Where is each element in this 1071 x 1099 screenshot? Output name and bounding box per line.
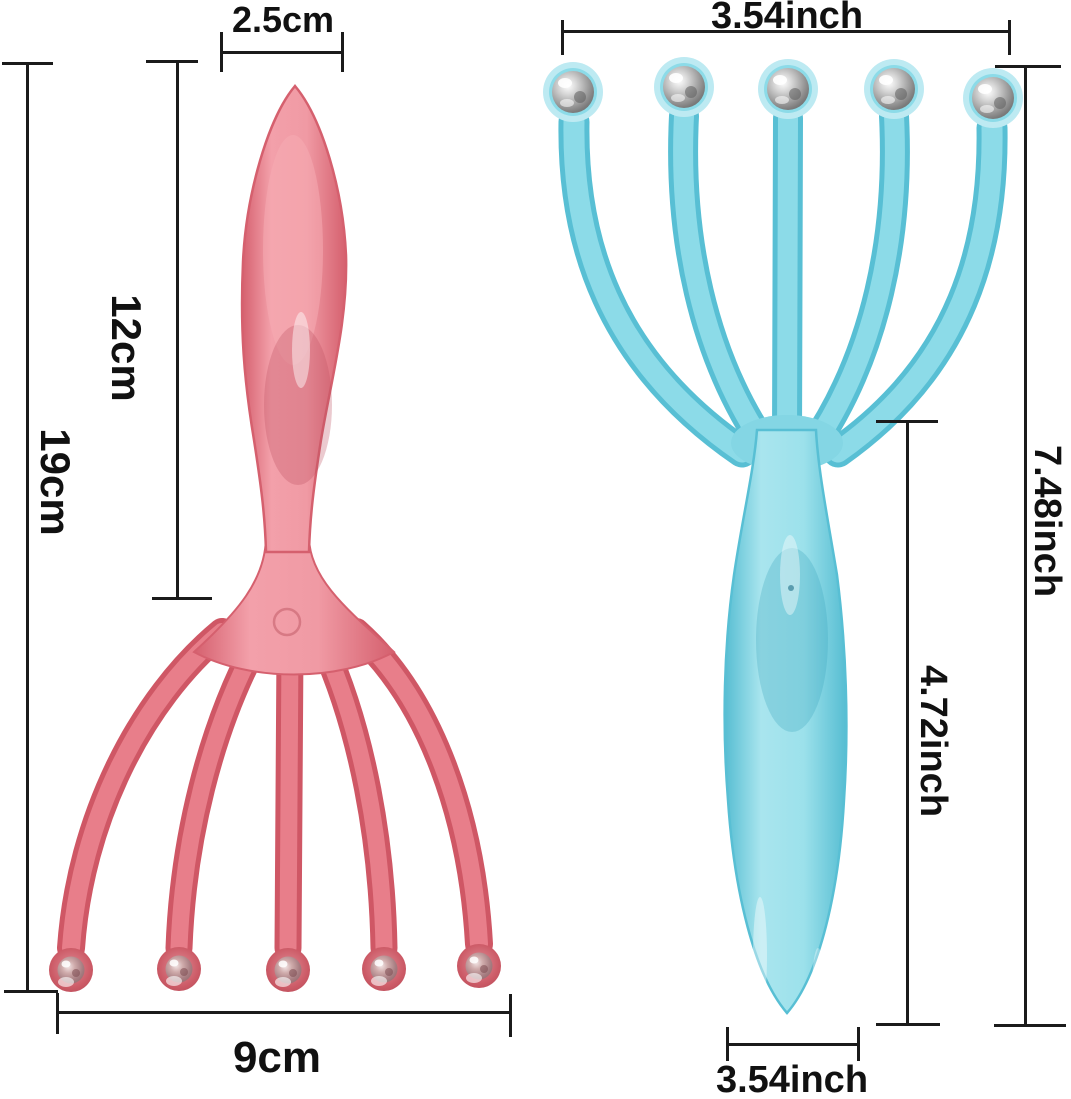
dim-cap-pink-handle-length-bottom bbox=[152, 597, 212, 600]
dim-line-pink-head-width bbox=[222, 51, 343, 54]
pink-palm-indent bbox=[272, 607, 302, 637]
blue-thumb-indent bbox=[756, 548, 828, 732]
pink-massager-fingers bbox=[57, 618, 493, 962]
pink-massager-photo bbox=[49, 84, 501, 992]
dim-label-blue-tip-width: 3.54inch bbox=[715, 1059, 869, 1099]
dim-tick-blue-tip-width-right bbox=[857, 1027, 860, 1061]
pink-handle-sheen bbox=[263, 135, 323, 365]
dim-tick-pink-head-width-left bbox=[220, 32, 223, 72]
dim-cap-pink-total-length-bottom bbox=[4, 990, 58, 993]
dim-label-pink-head-width: 2.5cm bbox=[231, 0, 335, 40]
dim-line-blue-head-width bbox=[563, 30, 1011, 33]
pink-roller-balls bbox=[49, 944, 501, 992]
blue-massager-handle bbox=[723, 428, 848, 1015]
blue-handle-highlight-left bbox=[753, 897, 767, 1013]
dim-tick-pink-claw-width-left bbox=[56, 993, 59, 1034]
pink-thumb-indent-highlight bbox=[292, 312, 310, 388]
blue-roller-balls bbox=[543, 57, 1023, 128]
dim-cap-blue-handle-length-top bbox=[876, 420, 938, 423]
dim-cap-blue-total-length-top bbox=[995, 65, 1061, 68]
dim-line-pink-handle-length bbox=[176, 62, 179, 600]
dim-cap-blue-handle-length-bottom bbox=[876, 1023, 940, 1026]
dim-line-blue-total-length bbox=[1024, 66, 1027, 1026]
dim-tick-pink-claw-width-right bbox=[509, 994, 512, 1037]
dim-label-blue-handle-length: 4.72inch bbox=[912, 664, 954, 818]
dim-line-pink-claw-width bbox=[58, 1011, 512, 1014]
dim-cap-pink-total-length-top bbox=[2, 62, 53, 65]
dim-label-pink-claw-width: 9cm bbox=[232, 1033, 322, 1082]
dim-tick-blue-tip-width-left bbox=[726, 1027, 729, 1061]
dim-cap-blue-total-length-bottom bbox=[994, 1024, 1066, 1027]
dim-label-pink-handle-length: 12cm bbox=[103, 294, 150, 402]
dim-label-blue-total-length: 7.48inch bbox=[1026, 444, 1068, 598]
dim-tick-blue-head-width-left bbox=[561, 20, 564, 55]
dim-label-pink-total-length: 19cm bbox=[32, 428, 79, 536]
dim-line-blue-tip-width bbox=[728, 1043, 860, 1046]
dim-line-pink-total-length bbox=[26, 64, 29, 993]
dim-tick-blue-head-width-right bbox=[1008, 20, 1011, 55]
blue-thumb-indent-highlight bbox=[780, 535, 800, 615]
dim-line-blue-handle-length bbox=[906, 421, 909, 1026]
dim-tick-pink-head-width-right bbox=[341, 32, 344, 72]
pink-massager-palm bbox=[192, 537, 396, 676]
blue-handle-highlight-right bbox=[812, 948, 824, 1032]
blue-indent-dot bbox=[788, 585, 794, 591]
dim-cap-pink-handle-length-top bbox=[146, 60, 198, 63]
blue-massager-fingers bbox=[558, 101, 1008, 468]
dim-label-blue-head-width: 3.54inch bbox=[710, 0, 864, 37]
blue-massager-photo bbox=[543, 57, 1023, 1032]
pink-thumb-indent bbox=[264, 325, 332, 485]
